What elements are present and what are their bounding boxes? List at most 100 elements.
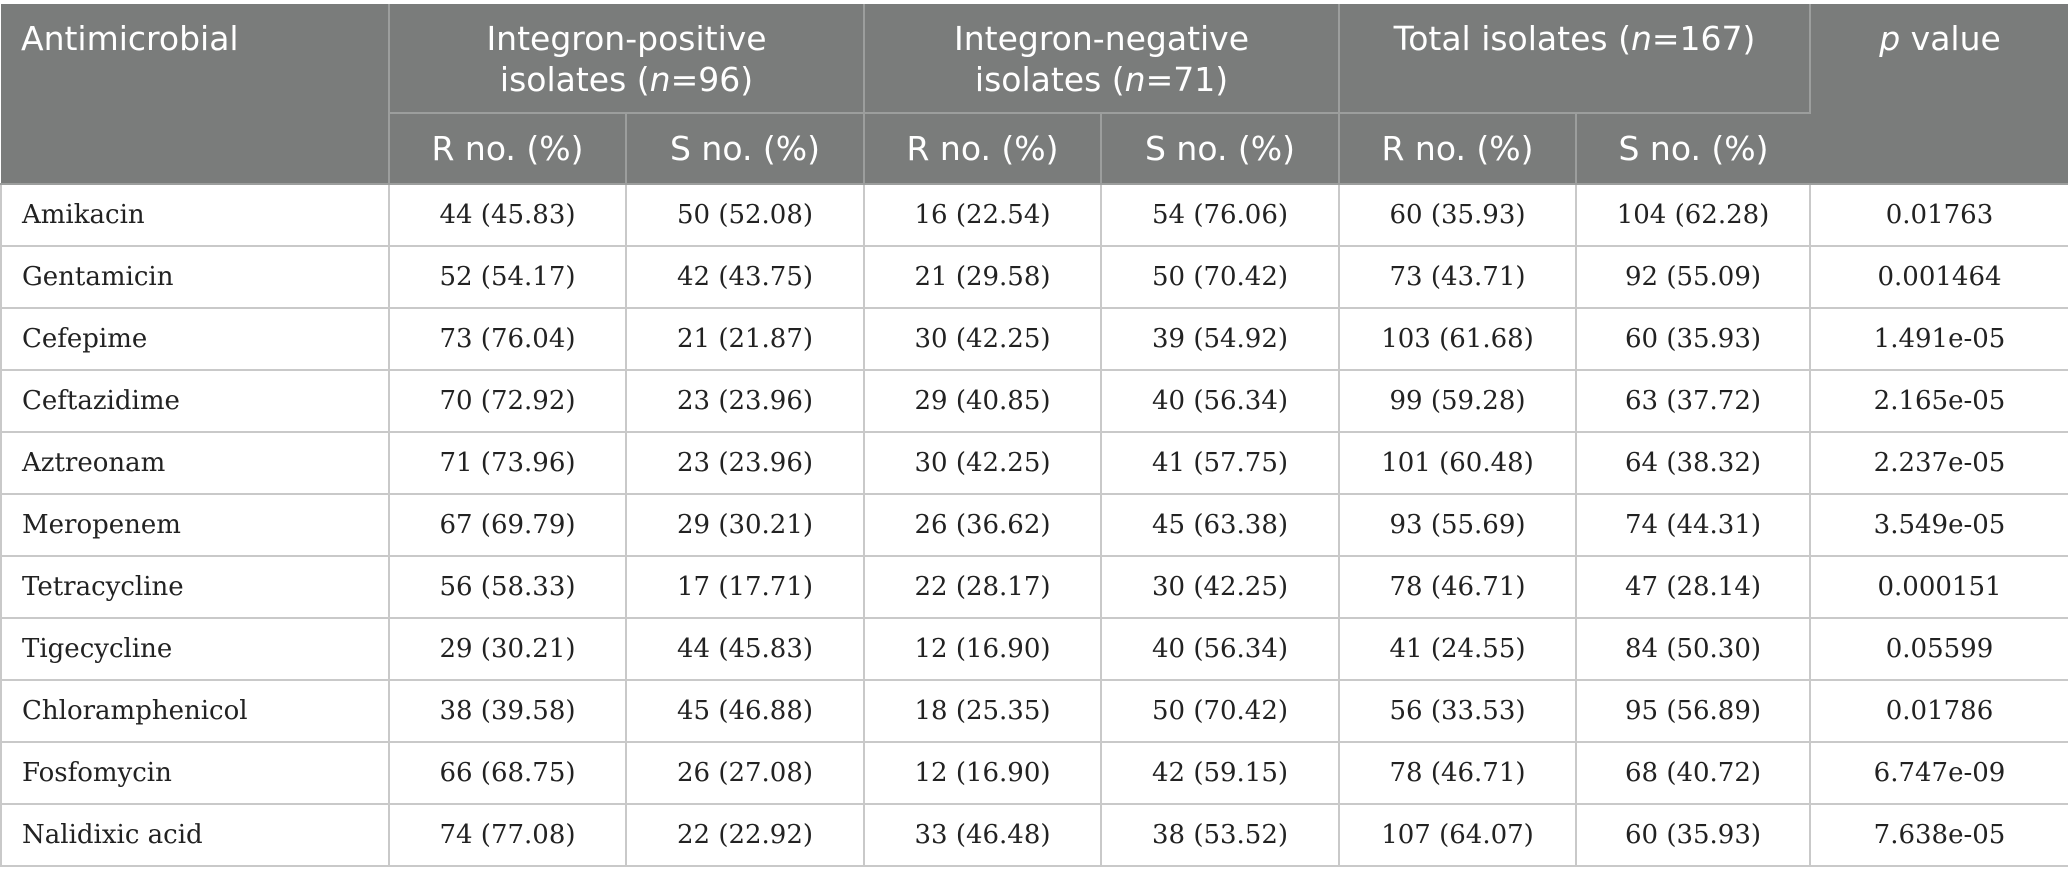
cell-p-value: 0.01786 bbox=[1810, 680, 2068, 743]
cell-total-s: 60 (35.93) bbox=[1576, 308, 1812, 371]
header-neg-line1: Integron-negative bbox=[954, 19, 1250, 58]
cell-p-value: 0.001464 bbox=[1810, 246, 2068, 309]
cell-neg-r: 33 (46.48) bbox=[864, 804, 1103, 867]
cell-total-s: 84 (50.30) bbox=[1576, 618, 1812, 681]
cell-total-r: 56 (33.53) bbox=[1339, 680, 1578, 743]
cell-total-r: 103 (61.68) bbox=[1339, 308, 1578, 371]
cell-neg-s: 40 (56.34) bbox=[1101, 618, 1341, 681]
header-neg-line2b: =71) bbox=[1145, 60, 1229, 99]
cell-neg-r: 16 (22.54) bbox=[864, 184, 1103, 247]
header-total-n: n bbox=[1630, 19, 1652, 58]
cell-total-r: 60 (35.93) bbox=[1339, 184, 1578, 247]
cell-neg-r: 30 (42.25) bbox=[864, 308, 1103, 371]
cell-neg-r: 22 (28.17) bbox=[864, 556, 1103, 619]
cell-pos-r: 70 (72.92) bbox=[389, 370, 627, 433]
header-antimicrobial: Antimicrobial bbox=[1, 4, 390, 185]
cell-p-value: 6.747e-09 bbox=[1810, 742, 2068, 805]
cell-p-value: 0.01763 bbox=[1810, 184, 2068, 247]
cell-neg-r: 12 (16.90) bbox=[864, 742, 1103, 805]
table-row: Tigecycline 29 (30.21) 44 (45.83) 12 (16… bbox=[0, 618, 2068, 681]
cell-neg-r: 29 (40.85) bbox=[864, 370, 1103, 433]
cell-antimicrobial: Meropenem bbox=[0, 494, 390, 557]
cell-neg-s: 39 (54.92) bbox=[1101, 308, 1341, 371]
cell-p-value: 2.237e-05 bbox=[1810, 432, 2068, 495]
cell-pos-s: 44 (45.83) bbox=[626, 618, 866, 681]
cell-total-r: 78 (46.71) bbox=[1339, 742, 1578, 805]
cell-total-s: 92 (55.09) bbox=[1576, 246, 1812, 309]
cell-pos-s: 50 (52.08) bbox=[626, 184, 866, 247]
cell-pos-s: 21 (21.87) bbox=[626, 308, 866, 371]
cell-neg-s: 38 (53.52) bbox=[1101, 804, 1341, 867]
cell-p-value: 2.165e-05 bbox=[1810, 370, 2068, 433]
cell-neg-s: 42 (59.15) bbox=[1101, 742, 1341, 805]
cell-neg-s: 50 (70.42) bbox=[1101, 246, 1341, 309]
cell-pos-r: 66 (68.75) bbox=[389, 742, 627, 805]
subheader-neg-r: R no. (%) bbox=[864, 113, 1103, 185]
cell-total-s: 95 (56.89) bbox=[1576, 680, 1812, 743]
cell-p-value: 7.638e-05 bbox=[1810, 804, 2068, 867]
cell-total-r: 93 (55.69) bbox=[1339, 494, 1578, 557]
cell-pos-s: 29 (30.21) bbox=[626, 494, 866, 557]
table-row: Fosfomycin 66 (68.75) 26 (27.08) 12 (16.… bbox=[0, 742, 2068, 805]
subheader-total-s: S no. (%) bbox=[1576, 113, 1811, 185]
cell-antimicrobial: Cefepime bbox=[0, 308, 390, 371]
cell-pos-r: 56 (58.33) bbox=[389, 556, 627, 619]
subheader-pos-r: R no. (%) bbox=[389, 113, 627, 185]
table-row: Aztreonam 71 (73.96) 23 (23.96) 30 (42.2… bbox=[0, 432, 2068, 495]
cell-total-r: 73 (43.71) bbox=[1339, 246, 1578, 309]
header-pos-n: n bbox=[649, 60, 671, 99]
cell-total-s: 63 (37.72) bbox=[1576, 370, 1812, 433]
cell-neg-r: 26 (36.62) bbox=[864, 494, 1103, 557]
cell-antimicrobial: Fosfomycin bbox=[0, 742, 390, 805]
cell-total-r: 78 (46.71) bbox=[1339, 556, 1578, 619]
cell-antimicrobial: Amikacin bbox=[0, 184, 390, 247]
header-p-italic: p bbox=[1879, 19, 1901, 58]
cell-total-r: 99 (59.28) bbox=[1339, 370, 1578, 433]
cell-pos-s: 17 (17.71) bbox=[626, 556, 866, 619]
cell-p-value: 0.05599 bbox=[1810, 618, 2068, 681]
cell-neg-r: 12 (16.90) bbox=[864, 618, 1103, 681]
cell-total-s: 74 (44.31) bbox=[1576, 494, 1812, 557]
cell-antimicrobial: Aztreonam bbox=[0, 432, 390, 495]
cell-total-r: 107 (64.07) bbox=[1339, 804, 1578, 867]
cell-p-value: 3.549e-05 bbox=[1810, 494, 2068, 557]
antimicrobial-resistance-table: Antimicrobial Integron-positive isolates… bbox=[0, 4, 2068, 867]
cell-pos-s: 23 (23.96) bbox=[626, 370, 866, 433]
subheader-pos-s: S no. (%) bbox=[626, 113, 866, 185]
cell-pos-r: 29 (30.21) bbox=[389, 618, 627, 681]
cell-pos-r: 73 (76.04) bbox=[389, 308, 627, 371]
header-row-groups: Antimicrobial Integron-positive isolates… bbox=[1, 4, 2068, 185]
header-p-rest: value bbox=[1900, 19, 2001, 58]
table-row: Chloramphenicol 38 (39.58) 45 (46.88) 18… bbox=[0, 680, 2068, 743]
cell-neg-r: 30 (42.25) bbox=[864, 432, 1103, 495]
header-p-value: p value bbox=[1810, 4, 2068, 185]
cell-antimicrobial: Gentamicin bbox=[0, 246, 390, 309]
cell-p-value: 1.491e-05 bbox=[1810, 308, 2068, 371]
cell-pos-r: 67 (69.79) bbox=[389, 494, 627, 557]
table-row: Ceftazidime 70 (72.92) 23 (23.96) 29 (40… bbox=[0, 370, 2068, 433]
cell-total-s: 68 (40.72) bbox=[1576, 742, 1812, 805]
cell-pos-r: 71 (73.96) bbox=[389, 432, 627, 495]
cell-pos-s: 26 (27.08) bbox=[626, 742, 866, 805]
subheader-neg-s: S no. (%) bbox=[1101, 113, 1341, 185]
cell-antimicrobial: Tigecycline bbox=[0, 618, 390, 681]
header-pos-line2a: isolates ( bbox=[499, 60, 650, 99]
table-row: Tetracycline 56 (58.33) 17 (17.71) 22 (2… bbox=[0, 556, 2068, 619]
table-row: Gentamicin 52 (54.17) 42 (43.75) 21 (29.… bbox=[0, 246, 2068, 309]
cell-total-r: 101 (60.48) bbox=[1339, 432, 1578, 495]
cell-pos-r: 38 (39.58) bbox=[389, 680, 627, 743]
table-row: Nalidixic acid 74 (77.08) 22 (22.92) 33 … bbox=[0, 804, 2068, 867]
header-integron-negative: Integron-negative isolates (n=71) bbox=[864, 4, 1341, 114]
cell-pos-s: 23 (23.96) bbox=[626, 432, 866, 495]
subheader-total-r: R no. (%) bbox=[1339, 113, 1578, 185]
cell-antimicrobial: Chloramphenicol bbox=[0, 680, 390, 743]
cell-pos-s: 22 (22.92) bbox=[626, 804, 866, 867]
cell-pos-s: 42 (43.75) bbox=[626, 246, 866, 309]
cell-pos-r: 52 (54.17) bbox=[389, 246, 627, 309]
cell-antimicrobial: Nalidixic acid bbox=[0, 804, 390, 867]
cell-p-value: 0.000151 bbox=[1810, 556, 2068, 619]
cell-antimicrobial: Ceftazidime bbox=[0, 370, 390, 433]
cell-total-s: 64 (38.32) bbox=[1576, 432, 1812, 495]
cell-neg-r: 21 (29.58) bbox=[864, 246, 1103, 309]
cell-total-s: 47 (28.14) bbox=[1576, 556, 1812, 619]
